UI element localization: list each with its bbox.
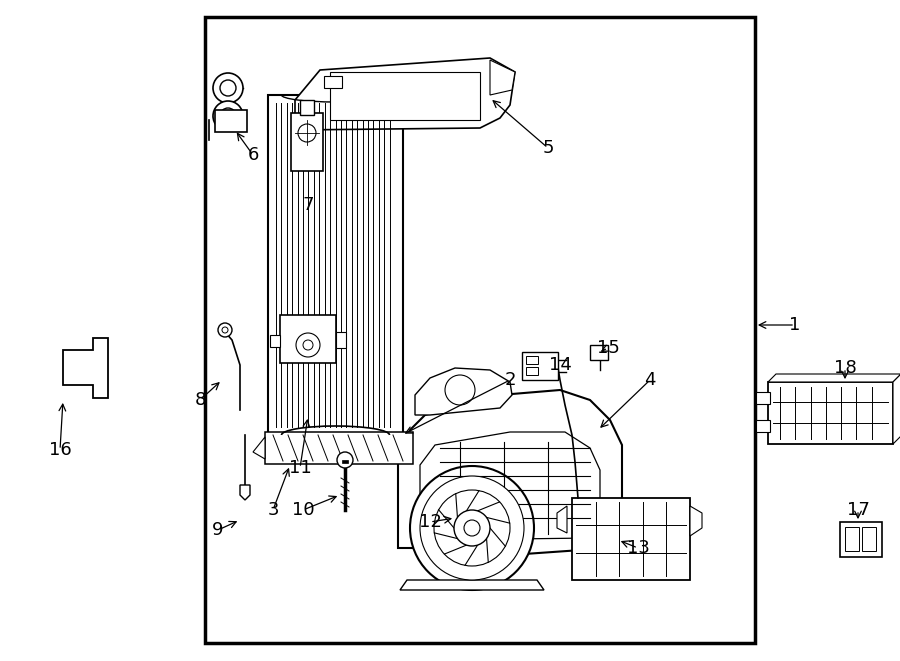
Text: 4: 4	[644, 371, 656, 389]
Text: 17: 17	[847, 501, 869, 519]
Bar	[215, 110, 247, 132]
Polygon shape	[690, 506, 702, 536]
Circle shape	[296, 333, 320, 357]
Text: 10: 10	[292, 501, 314, 519]
Polygon shape	[240, 485, 250, 500]
Text: 14: 14	[549, 356, 572, 374]
Bar	[522, 352, 558, 380]
Polygon shape	[295, 58, 515, 130]
Circle shape	[303, 340, 313, 350]
Circle shape	[410, 466, 534, 590]
Polygon shape	[400, 580, 544, 590]
Text: 13: 13	[626, 539, 650, 557]
Polygon shape	[893, 374, 900, 444]
Circle shape	[222, 327, 228, 333]
Text: 5: 5	[542, 139, 554, 157]
Circle shape	[298, 124, 316, 142]
Text: 2: 2	[504, 371, 516, 389]
Text: 11: 11	[289, 459, 311, 477]
Text: 8: 8	[194, 391, 206, 409]
Bar	[291, 113, 323, 171]
Bar	[330, 72, 480, 120]
Bar	[756, 420, 770, 432]
Bar	[300, 100, 314, 115]
Circle shape	[213, 101, 243, 131]
Bar	[280, 315, 336, 363]
Text: 3: 3	[267, 501, 279, 519]
Circle shape	[464, 520, 480, 536]
Text: 7: 7	[302, 196, 314, 214]
Text: 16: 16	[49, 441, 71, 459]
Polygon shape	[398, 390, 622, 555]
Text: 9: 9	[212, 521, 224, 539]
Bar	[845, 527, 859, 551]
Text: 1: 1	[789, 316, 801, 334]
Bar	[265, 432, 413, 464]
Circle shape	[434, 490, 510, 566]
Bar	[862, 527, 876, 551]
Bar	[342, 460, 348, 463]
Circle shape	[337, 452, 353, 468]
Circle shape	[445, 375, 475, 405]
Polygon shape	[490, 60, 515, 95]
Circle shape	[454, 510, 490, 546]
Polygon shape	[420, 432, 600, 540]
Polygon shape	[557, 506, 567, 533]
Circle shape	[420, 476, 524, 580]
Bar	[270, 335, 280, 347]
Bar	[336, 332, 346, 348]
Circle shape	[218, 323, 232, 337]
Text: 15: 15	[597, 339, 619, 357]
Polygon shape	[253, 437, 265, 459]
Bar	[205, 17, 755, 643]
Circle shape	[220, 80, 236, 96]
Circle shape	[213, 73, 243, 103]
Bar	[526, 367, 538, 375]
Polygon shape	[63, 338, 108, 398]
Circle shape	[220, 108, 236, 124]
Bar	[768, 382, 893, 444]
Bar	[756, 392, 770, 404]
Bar	[324, 76, 342, 88]
Bar	[590, 345, 608, 360]
Bar	[526, 356, 538, 364]
Text: 18: 18	[833, 359, 857, 377]
Bar	[572, 498, 690, 580]
Polygon shape	[415, 368, 512, 415]
Bar	[840, 522, 882, 557]
Bar	[268, 95, 403, 435]
Polygon shape	[768, 374, 900, 382]
Text: 6: 6	[248, 146, 258, 164]
Text: 12: 12	[418, 513, 441, 531]
